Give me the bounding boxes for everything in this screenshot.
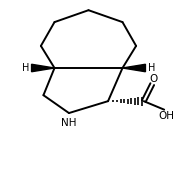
Polygon shape <box>32 64 55 72</box>
Text: OH: OH <box>159 111 175 121</box>
Text: H: H <box>148 63 155 73</box>
Text: NH: NH <box>61 118 77 128</box>
Polygon shape <box>122 64 145 72</box>
Text: H: H <box>22 63 29 73</box>
Text: O: O <box>149 74 157 83</box>
